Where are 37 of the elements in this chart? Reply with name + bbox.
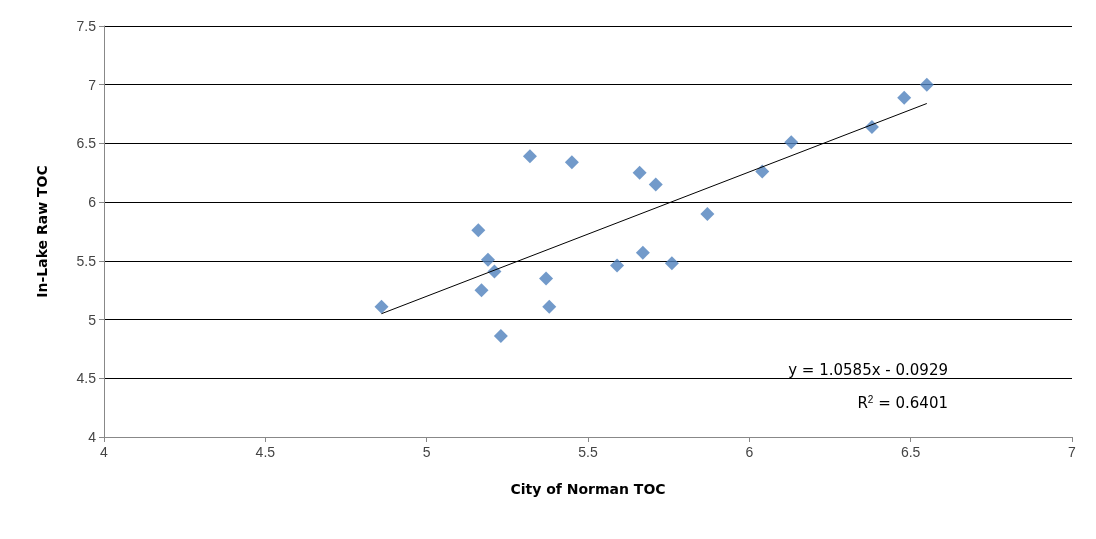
y-axis-title: In-Lake Raw TOC — [34, 165, 50, 298]
y-tick-label: 6 — [88, 194, 97, 211]
y-tick-label: 4.5 — [76, 370, 97, 387]
y-tick-label: 4 — [88, 429, 97, 445]
point — [700, 206, 715, 221]
point — [610, 258, 625, 273]
x-tick-label: 5 — [422, 444, 431, 460]
x-axis-title: City of Norman TOC — [510, 481, 666, 497]
point — [664, 256, 679, 271]
point — [632, 165, 647, 180]
point — [480, 252, 495, 267]
point — [493, 329, 508, 344]
y-tick-label: 7.5 — [76, 18, 97, 34]
point — [564, 155, 579, 170]
annotation: y = 1.0585x - 0.0929 — [788, 360, 948, 379]
point — [539, 271, 554, 286]
point — [897, 90, 912, 105]
x-tick-label: 6 — [745, 444, 754, 460]
x-tick-label: 6.5 — [900, 444, 921, 460]
y-tick-label: 5.5 — [76, 252, 97, 269]
y-tick-label: 5 — [88, 311, 97, 328]
point — [635, 245, 650, 260]
x-tick-label: 5.5 — [578, 444, 598, 460]
point — [755, 164, 770, 179]
point — [474, 283, 489, 298]
point — [784, 135, 799, 150]
y-tick-label: 7 — [88, 76, 97, 93]
point — [522, 149, 537, 164]
point — [471, 223, 486, 238]
point — [542, 299, 557, 314]
point — [374, 299, 389, 314]
x-tick-label: 4 — [100, 444, 109, 460]
x-tick-label: 7 — [1068, 444, 1077, 460]
y-tick-label: 6.5 — [76, 135, 97, 152]
point — [919, 77, 934, 92]
x-tick-label: 4.5 — [255, 444, 276, 460]
point — [648, 177, 663, 192]
